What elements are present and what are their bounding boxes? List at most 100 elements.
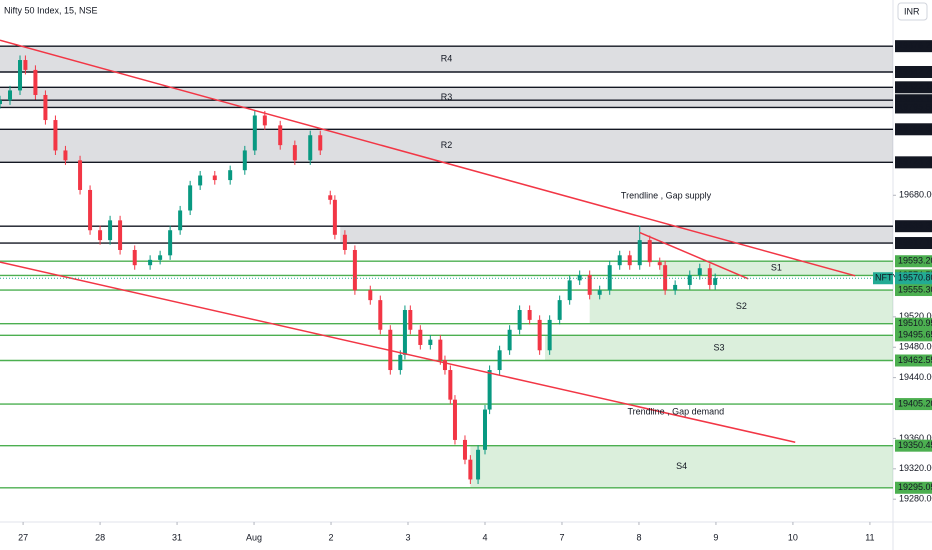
candle-body xyxy=(468,459,473,480)
zone xyxy=(659,261,893,276)
zone xyxy=(340,226,893,244)
candle-body xyxy=(18,60,23,91)
candle-body xyxy=(8,90,13,101)
candle-body xyxy=(497,350,502,371)
candle-body xyxy=(198,175,203,186)
candle-body xyxy=(687,275,692,285)
candle-body xyxy=(707,268,712,285)
candle-body xyxy=(43,94,48,121)
candle-body xyxy=(292,145,297,161)
level-label: 19495.65 xyxy=(898,330,932,340)
candle-body xyxy=(697,268,702,276)
candle-body xyxy=(98,230,103,241)
candle-body xyxy=(663,265,668,291)
level-label-box xyxy=(895,40,932,53)
candle-body xyxy=(428,339,433,345)
candle-body xyxy=(262,115,267,126)
candle-body xyxy=(617,255,622,266)
currency[interactable]: INR xyxy=(904,6,920,16)
x-tick-label: 11 xyxy=(865,532,874,542)
y-tick-label: 19480.00 xyxy=(899,342,932,352)
level-label-box xyxy=(895,354,932,367)
trendline-label: Trendline , Gap demand xyxy=(627,407,724,417)
level-label: 19795.55 xyxy=(898,102,932,112)
zone-label: R2 xyxy=(441,140,453,150)
candle-body xyxy=(507,329,512,351)
zone-label: S4 xyxy=(676,461,687,471)
candle-body xyxy=(442,360,447,371)
candle-body xyxy=(462,439,467,460)
last-name: NFTY xyxy=(875,273,899,283)
level-label: 19805.10 xyxy=(898,95,932,105)
candle-body xyxy=(607,265,612,291)
candle-body xyxy=(587,275,592,295)
candle-body xyxy=(352,249,357,291)
level-label-box xyxy=(895,398,932,411)
last-price-box xyxy=(895,272,932,285)
level-label: 19842.25 xyxy=(898,66,932,76)
candle-body xyxy=(713,278,718,285)
candle-body xyxy=(577,275,582,281)
candle-body xyxy=(53,120,58,151)
candle-body xyxy=(657,262,662,266)
candle-body xyxy=(487,370,492,410)
candle-body xyxy=(108,220,113,241)
candle-body xyxy=(378,300,383,330)
trendline xyxy=(0,39,856,277)
candle-body xyxy=(33,69,38,95)
candle-body xyxy=(148,259,153,266)
zone xyxy=(0,46,893,72)
candle-body xyxy=(438,339,443,361)
candle-body xyxy=(212,175,217,181)
x-tick-label: 27 xyxy=(18,532,28,542)
zone-label: S2 xyxy=(736,301,747,311)
zone xyxy=(470,445,893,488)
y-tick-label: 19520.00 xyxy=(899,311,932,321)
level-label-box xyxy=(895,439,932,452)
zone-label: S3 xyxy=(714,342,725,352)
candle-body xyxy=(637,240,642,266)
candle-body xyxy=(308,135,313,161)
candle-body xyxy=(627,255,632,266)
candle-body xyxy=(118,220,123,250)
zone xyxy=(0,129,893,163)
candle-body xyxy=(557,300,562,320)
level-label: 19462.55 xyxy=(898,355,932,365)
level-label-box xyxy=(895,317,932,330)
x-tick-label: 28 xyxy=(95,532,105,542)
level-label: 19350.45 xyxy=(898,440,932,450)
y-tick-label: 19320.00 xyxy=(899,463,932,473)
candle-body xyxy=(158,255,163,260)
candle-body xyxy=(0,100,2,105)
level-label: 19555.30 xyxy=(898,284,932,294)
candle-body xyxy=(537,319,542,351)
candle-body xyxy=(368,290,373,301)
candle-body xyxy=(228,170,233,181)
x-tick-label: 10 xyxy=(788,532,798,542)
level-label-box xyxy=(895,123,932,136)
level-label-box xyxy=(895,81,932,94)
candle-body xyxy=(278,125,283,146)
candle-body xyxy=(567,280,572,301)
level-label-box xyxy=(895,284,932,297)
candle-body xyxy=(328,195,333,200)
candle-body xyxy=(318,135,323,151)
candle-body xyxy=(23,60,28,70)
level-label-box xyxy=(895,329,932,342)
x-tick-label: 8 xyxy=(636,532,641,542)
candle-body xyxy=(78,160,83,190)
level-label: 19876.25 xyxy=(898,41,932,51)
trendline xyxy=(639,231,749,280)
trendline xyxy=(0,261,796,443)
zone xyxy=(589,290,893,324)
y-tick-label: 19280.00 xyxy=(899,494,932,504)
currency-box[interactable] xyxy=(897,2,928,21)
candle-body xyxy=(482,409,487,450)
level-label-box xyxy=(895,65,932,78)
candle-body xyxy=(647,240,652,263)
x-tick-label: 31 xyxy=(172,532,182,542)
candle-body xyxy=(673,284,678,291)
candle-body xyxy=(448,370,453,400)
candle-body xyxy=(132,249,137,266)
